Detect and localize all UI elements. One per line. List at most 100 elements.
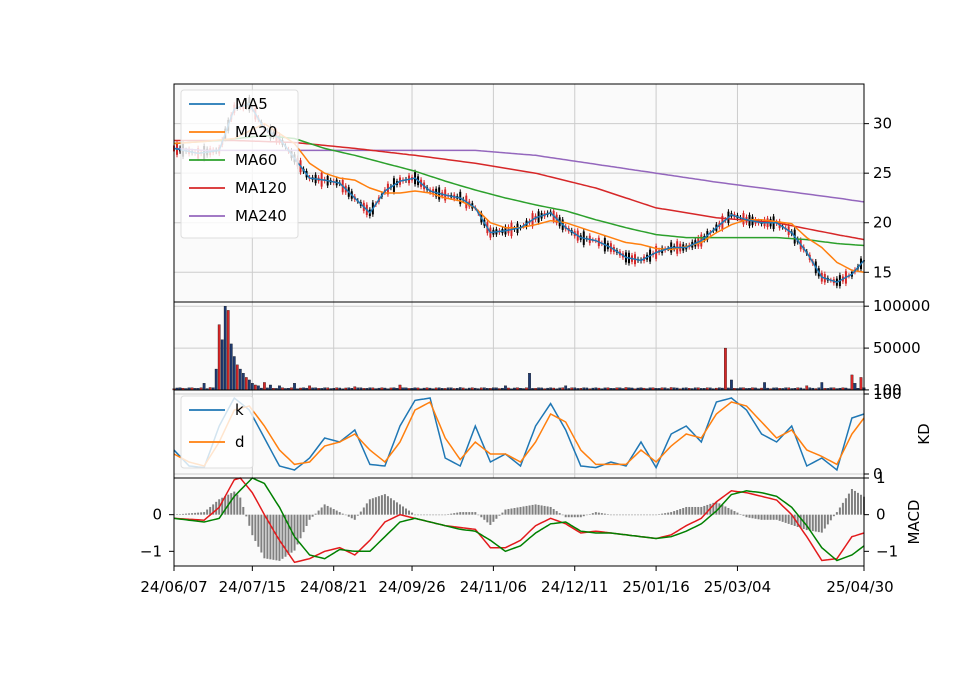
macd-hist-bar xyxy=(359,511,362,515)
macd-hist-bar xyxy=(365,503,368,515)
macd-hist-bar xyxy=(634,514,637,516)
kd-y-tick-label-0: 0 xyxy=(873,465,883,483)
macd-hist-bar xyxy=(450,513,453,515)
macd-hist-bar xyxy=(299,514,302,539)
macd-hist-bar xyxy=(676,510,679,515)
macd-hist-bar xyxy=(646,514,649,516)
macd-hist-bar xyxy=(447,514,450,515)
macd-hist-bar xyxy=(519,506,522,515)
x-tick-label-7: 25/03/04 xyxy=(704,578,771,596)
volume-bar xyxy=(724,347,727,391)
macd-hist-bar xyxy=(206,509,209,515)
macd-hist-bar xyxy=(203,512,206,515)
macd-hist-bar xyxy=(712,502,715,515)
macd-panel: −1 0 −1 0 1 MACD xyxy=(140,469,923,567)
macd-hist-bar xyxy=(679,509,682,515)
macd-hist-bar xyxy=(323,504,326,515)
macd-hist-bar xyxy=(224,496,227,515)
macd-hist-bar xyxy=(688,506,691,515)
volume-bar xyxy=(805,385,809,391)
macd-hist-bar xyxy=(221,497,224,515)
macd-hist-bar xyxy=(829,514,832,521)
macd-hist-bar xyxy=(525,505,528,515)
macd-hist-bar xyxy=(492,514,495,522)
volume-bar xyxy=(257,385,260,391)
volume-bar xyxy=(263,382,266,391)
volume-panel-background xyxy=(174,302,864,390)
volume-y-tick-label-0: 100 xyxy=(873,381,902,399)
x-tick-label-0: 24/06/07 xyxy=(140,578,207,596)
macd-hist-bar xyxy=(516,507,519,515)
macd-hist-bar xyxy=(293,514,296,551)
macd-hist-bar xyxy=(429,514,432,516)
macd-hist-bar xyxy=(314,513,317,515)
macd-hist-bar xyxy=(456,512,459,515)
x-axis: 24/06/07 24/07/15 24/08/21 24/09/26 24/11/06… xyxy=(140,566,894,596)
macd-hist-bar xyxy=(537,504,540,515)
macd-hist-bar xyxy=(549,506,552,515)
volume-bar xyxy=(241,373,245,391)
volume-bar xyxy=(238,368,242,391)
price-legend-label-4: MA240 xyxy=(235,207,287,225)
macd-hist-bar xyxy=(597,512,600,515)
macd-hist-bar xyxy=(510,508,513,515)
kd-legend-box xyxy=(180,395,254,469)
macd-hist-bar xyxy=(320,507,323,515)
volume-bar xyxy=(250,383,254,391)
volume-bar xyxy=(229,343,233,391)
macd-hist-bar xyxy=(465,512,468,515)
macd-hist-bar xyxy=(453,513,456,515)
x-tick-label-3: 24/09/26 xyxy=(378,578,445,596)
macd-hist-bar xyxy=(254,514,257,541)
macd-line-0 xyxy=(173,477,865,564)
macd-hist-bar xyxy=(706,504,709,515)
macd-hist-bar xyxy=(594,512,597,515)
macd-hist-bar xyxy=(176,514,179,515)
macd-hist-bar xyxy=(408,510,411,515)
macd-hist-bar xyxy=(290,514,293,553)
macd-hist-bar xyxy=(697,506,700,515)
macd-hist-bar xyxy=(799,514,802,529)
macd-hist-bar xyxy=(236,494,239,515)
macd-hist-bar xyxy=(263,514,266,559)
macd-hist-bar xyxy=(609,514,612,516)
macd-hist-bar xyxy=(435,514,438,516)
volume-bar xyxy=(504,385,507,391)
macd-hist-bar xyxy=(582,514,585,517)
macd-hist-bar xyxy=(588,514,591,515)
macd-hist-bar xyxy=(775,514,778,520)
macd-hist-bar xyxy=(356,514,359,516)
macd-hist-bar xyxy=(335,510,338,515)
macd-hist-bar xyxy=(480,514,483,518)
macd-hist-bar xyxy=(468,512,471,515)
kd-panel-background xyxy=(174,390,864,478)
macd-panel-frame xyxy=(173,477,865,567)
macd-hist-bar xyxy=(371,498,374,515)
macd-hist-bar xyxy=(721,504,724,515)
volume-bar xyxy=(730,379,733,391)
macd-hist-bar xyxy=(612,514,615,516)
macd-hist-bar xyxy=(673,511,676,515)
macd-hist-bar xyxy=(459,512,462,515)
volume-bar xyxy=(308,385,311,391)
volume-y-tick-label-1: 50000 xyxy=(873,339,921,357)
macd-hist-bar xyxy=(528,505,531,515)
macd-hist-bar xyxy=(248,514,251,526)
volume-bar xyxy=(859,377,863,391)
macd-hist-bar xyxy=(278,514,281,561)
macd-hist-bar xyxy=(432,514,435,516)
macd-hist-bar xyxy=(477,514,480,516)
price-legend-label-1: MA20 xyxy=(235,123,277,141)
volume-bar xyxy=(235,364,239,391)
macd-hist-bar xyxy=(757,514,760,520)
macd-left-tick-label-0: −1 xyxy=(140,542,162,560)
macd-hist-bar xyxy=(621,514,624,516)
macd-hist-bar xyxy=(745,514,748,518)
macd-hist-bar xyxy=(284,514,287,557)
macd-hist-bar xyxy=(302,514,305,533)
macd-hist-bar xyxy=(700,506,703,515)
macd-hist-bar xyxy=(179,514,182,515)
macd-hist-bar xyxy=(209,506,212,515)
macd-hist-bar xyxy=(242,506,245,515)
macd-hist-bar xyxy=(438,514,441,516)
